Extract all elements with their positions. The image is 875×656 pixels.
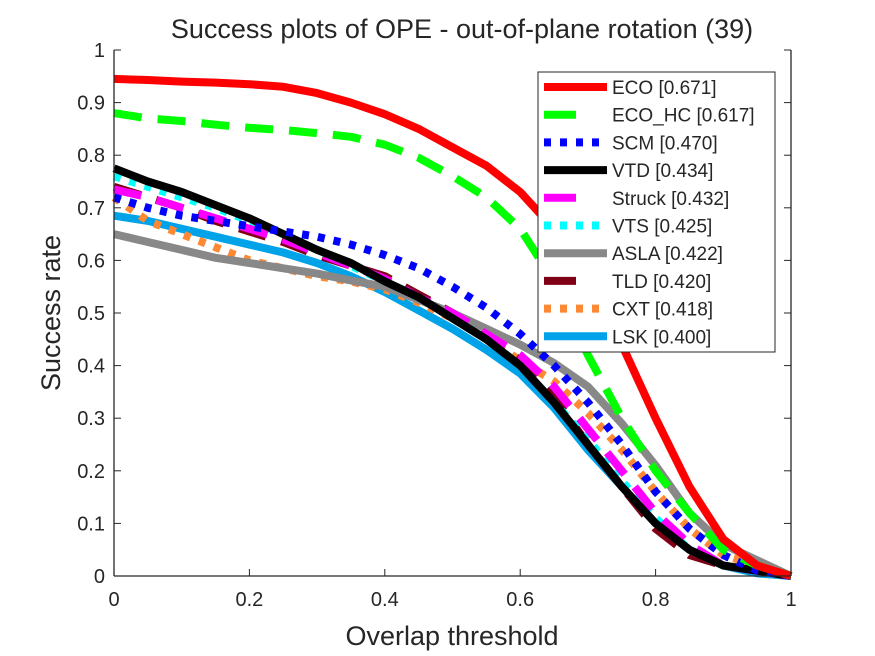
y-tick-label: 0.2 [77, 461, 105, 483]
legend-label: ASLA [0.422] [612, 244, 723, 265]
series-line-struck [113, 185, 792, 580]
y-tick-label: 0.3 [77, 408, 105, 430]
legend-label: CXT [0.418] [612, 300, 713, 321]
y-tick-label: 0.9 [77, 93, 105, 115]
series-line-eco [113, 74, 793, 580]
x-tick-label: 0.6 [506, 589, 534, 611]
legend-label: VTS [0.425] [612, 217, 712, 238]
legend-label: Struck [0.432] [612, 189, 729, 210]
chart-title: Success plots of OPE - out-of-plane rota… [171, 14, 753, 44]
y-tick-label: 0 [94, 566, 105, 588]
y-tick-label: 0.1 [77, 513, 105, 535]
y-tick-label: 0.4 [77, 356, 105, 378]
x-tick-label: 1 [785, 589, 796, 611]
x-tick-label: 0.4 [371, 589, 399, 611]
y-axis-label: Success rate [36, 235, 66, 391]
y-tick-label: 1 [94, 40, 105, 62]
legend-label: LSK [0.400] [612, 327, 711, 348]
x-tick-label: 0.8 [642, 589, 670, 611]
series-line-vtd [112, 164, 792, 580]
series-line-scm [112, 193, 792, 580]
ticks: 0 0.2 0.4 0.6 0.8 1 0 0.1 0.2 0.3 0.4 0.5 0.6 0.7 0.8 0… [77, 40, 796, 611]
x-tick-label: 0.2 [235, 589, 263, 611]
legend-label: TLD [0.420] [612, 272, 711, 293]
series-line-eco-hc [113, 109, 793, 580]
y-tick-label: 0.5 [77, 303, 105, 325]
legend-label: ECO_HC [0.617] [612, 106, 755, 127]
x-tick-label: 0 [108, 589, 119, 611]
y-tick-label: 0.8 [77, 145, 105, 167]
plot-lines [111, 74, 793, 580]
y-tick-label: 0.6 [77, 250, 105, 272]
legend-label: ECO [0.671] [612, 78, 717, 99]
y-tick-label: 0.7 [77, 198, 105, 220]
legend-label: SCM [0.470] [612, 133, 718, 154]
x-axis-label: Overlap threshold [345, 621, 558, 651]
legend: ECO [0.671] ECO_HC [0.617] SCM [0.470] VTD … [537, 71, 776, 353]
legend-label: VTD [0.434] [612, 161, 713, 182]
